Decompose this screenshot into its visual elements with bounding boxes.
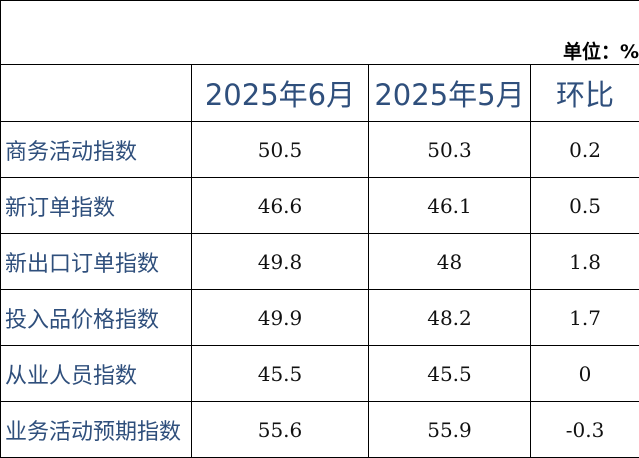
unit-label: 单位：% xyxy=(1,1,639,65)
table-row: 新出口订单指数 49.8 48 1.8 xyxy=(1,234,639,290)
unit-row: 单位：% xyxy=(1,1,639,65)
june-value: 55.6 xyxy=(192,402,369,458)
table-row: 投入品价格指数 49.9 48.2 1.7 xyxy=(1,290,639,346)
table-row: 商务活动指数 50.5 50.3 0.2 xyxy=(1,122,639,178)
row-label: 从业人员指数 xyxy=(1,346,192,402)
header-row: 2025年6月 2025年5月 环比 xyxy=(1,65,639,122)
june-value: 49.8 xyxy=(192,234,369,290)
row-label: 新出口订单指数 xyxy=(1,234,192,290)
may-value: 45.5 xyxy=(369,346,531,402)
mom-value: -0.3 xyxy=(531,402,639,458)
table-row: 从业人员指数 45.5 45.5 0 xyxy=(1,346,639,402)
june-value: 49.9 xyxy=(192,290,369,346)
may-value: 55.9 xyxy=(369,402,531,458)
row-label: 投入品价格指数 xyxy=(1,290,192,346)
row-label: 新订单指数 xyxy=(1,178,192,234)
may-value: 48.2 xyxy=(369,290,531,346)
mom-value: 0.2 xyxy=(531,122,639,178)
mom-value: 0.5 xyxy=(531,178,639,234)
header-blank-cell xyxy=(1,65,192,122)
header-month-on-month: 环比 xyxy=(531,65,639,122)
row-label: 业务活动预期指数 xyxy=(1,402,192,458)
june-value: 45.5 xyxy=(192,346,369,402)
may-value: 50.3 xyxy=(369,122,531,178)
mom-value: 0 xyxy=(531,346,639,402)
may-value: 46.1 xyxy=(369,178,531,234)
june-value: 50.5 xyxy=(192,122,369,178)
row-label: 商务活动指数 xyxy=(1,122,192,178)
june-value: 46.6 xyxy=(192,178,369,234)
table-row: 业务活动预期指数 55.6 55.9 -0.3 xyxy=(1,402,639,458)
header-may-2025: 2025年5月 xyxy=(369,65,531,122)
mom-value: 1.7 xyxy=(531,290,639,346)
mom-value: 1.8 xyxy=(531,234,639,290)
header-june-2025: 2025年6月 xyxy=(192,65,369,122)
table-row: 新订单指数 46.6 46.1 0.5 xyxy=(1,178,639,234)
may-value: 48 xyxy=(369,234,531,290)
